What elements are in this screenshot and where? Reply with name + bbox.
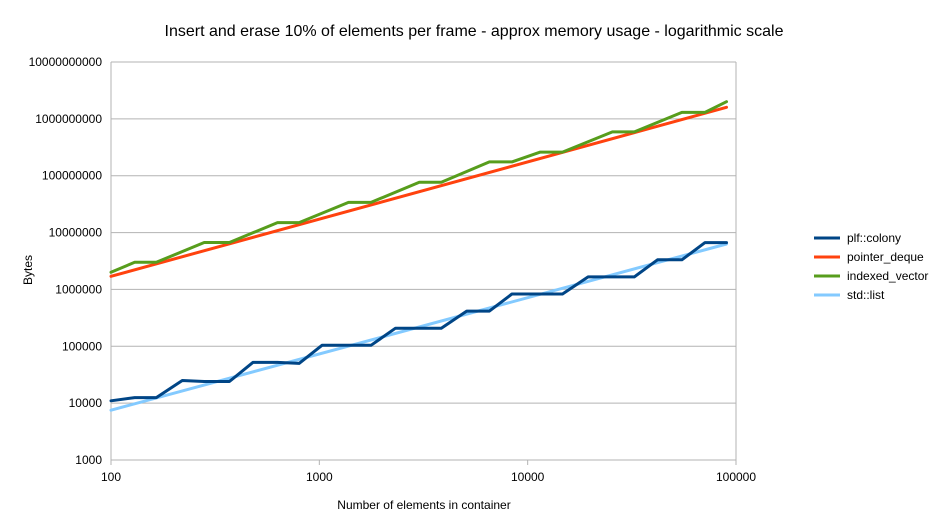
legend-label: plf::colony	[847, 231, 901, 245]
y-tick-label: 10000000000	[29, 55, 103, 69]
chart-title: Insert and erase 10% of elements per fra…	[165, 23, 784, 40]
x-tick-labels: 100 1000 10000 100000	[101, 470, 756, 484]
x-tick-label: 100000	[716, 470, 756, 484]
x-tick-label: 10000	[511, 470, 545, 484]
x-tick-label: 1000	[306, 470, 333, 484]
x-axis-title: Number of elements in container	[337, 498, 510, 512]
legend: plf::colonypointer_dequeindexed_vectorst…	[814, 231, 928, 302]
y-axis-title: Bytes	[21, 255, 35, 285]
y-tick-label: 1000	[75, 453, 102, 467]
legend-label: indexed_vector	[847, 269, 928, 283]
y-tick-label: 10000000	[49, 226, 103, 240]
legend-label: std::list	[847, 288, 885, 302]
y-tick-label: 10000	[69, 396, 103, 410]
series-line-plf-colony	[109, 241, 728, 403]
grid	[110, 61, 737, 465]
y-tick-label: 1000000	[55, 282, 102, 296]
y-tick-label: 100000000	[42, 169, 102, 183]
x-tick-label: 100	[101, 470, 121, 484]
legend-label: pointer_deque	[847, 250, 924, 264]
series-line-indexed-vector	[109, 100, 728, 274]
series-lines	[109, 100, 728, 412]
series-line-pointer-deque	[109, 105, 728, 278]
y-tick-label: 1000000000	[35, 112, 102, 126]
y-tick-labels: 1000 10000 100000 1000000 10000000 100000000 1…	[29, 55, 103, 467]
y-tick-label: 100000	[62, 339, 102, 353]
